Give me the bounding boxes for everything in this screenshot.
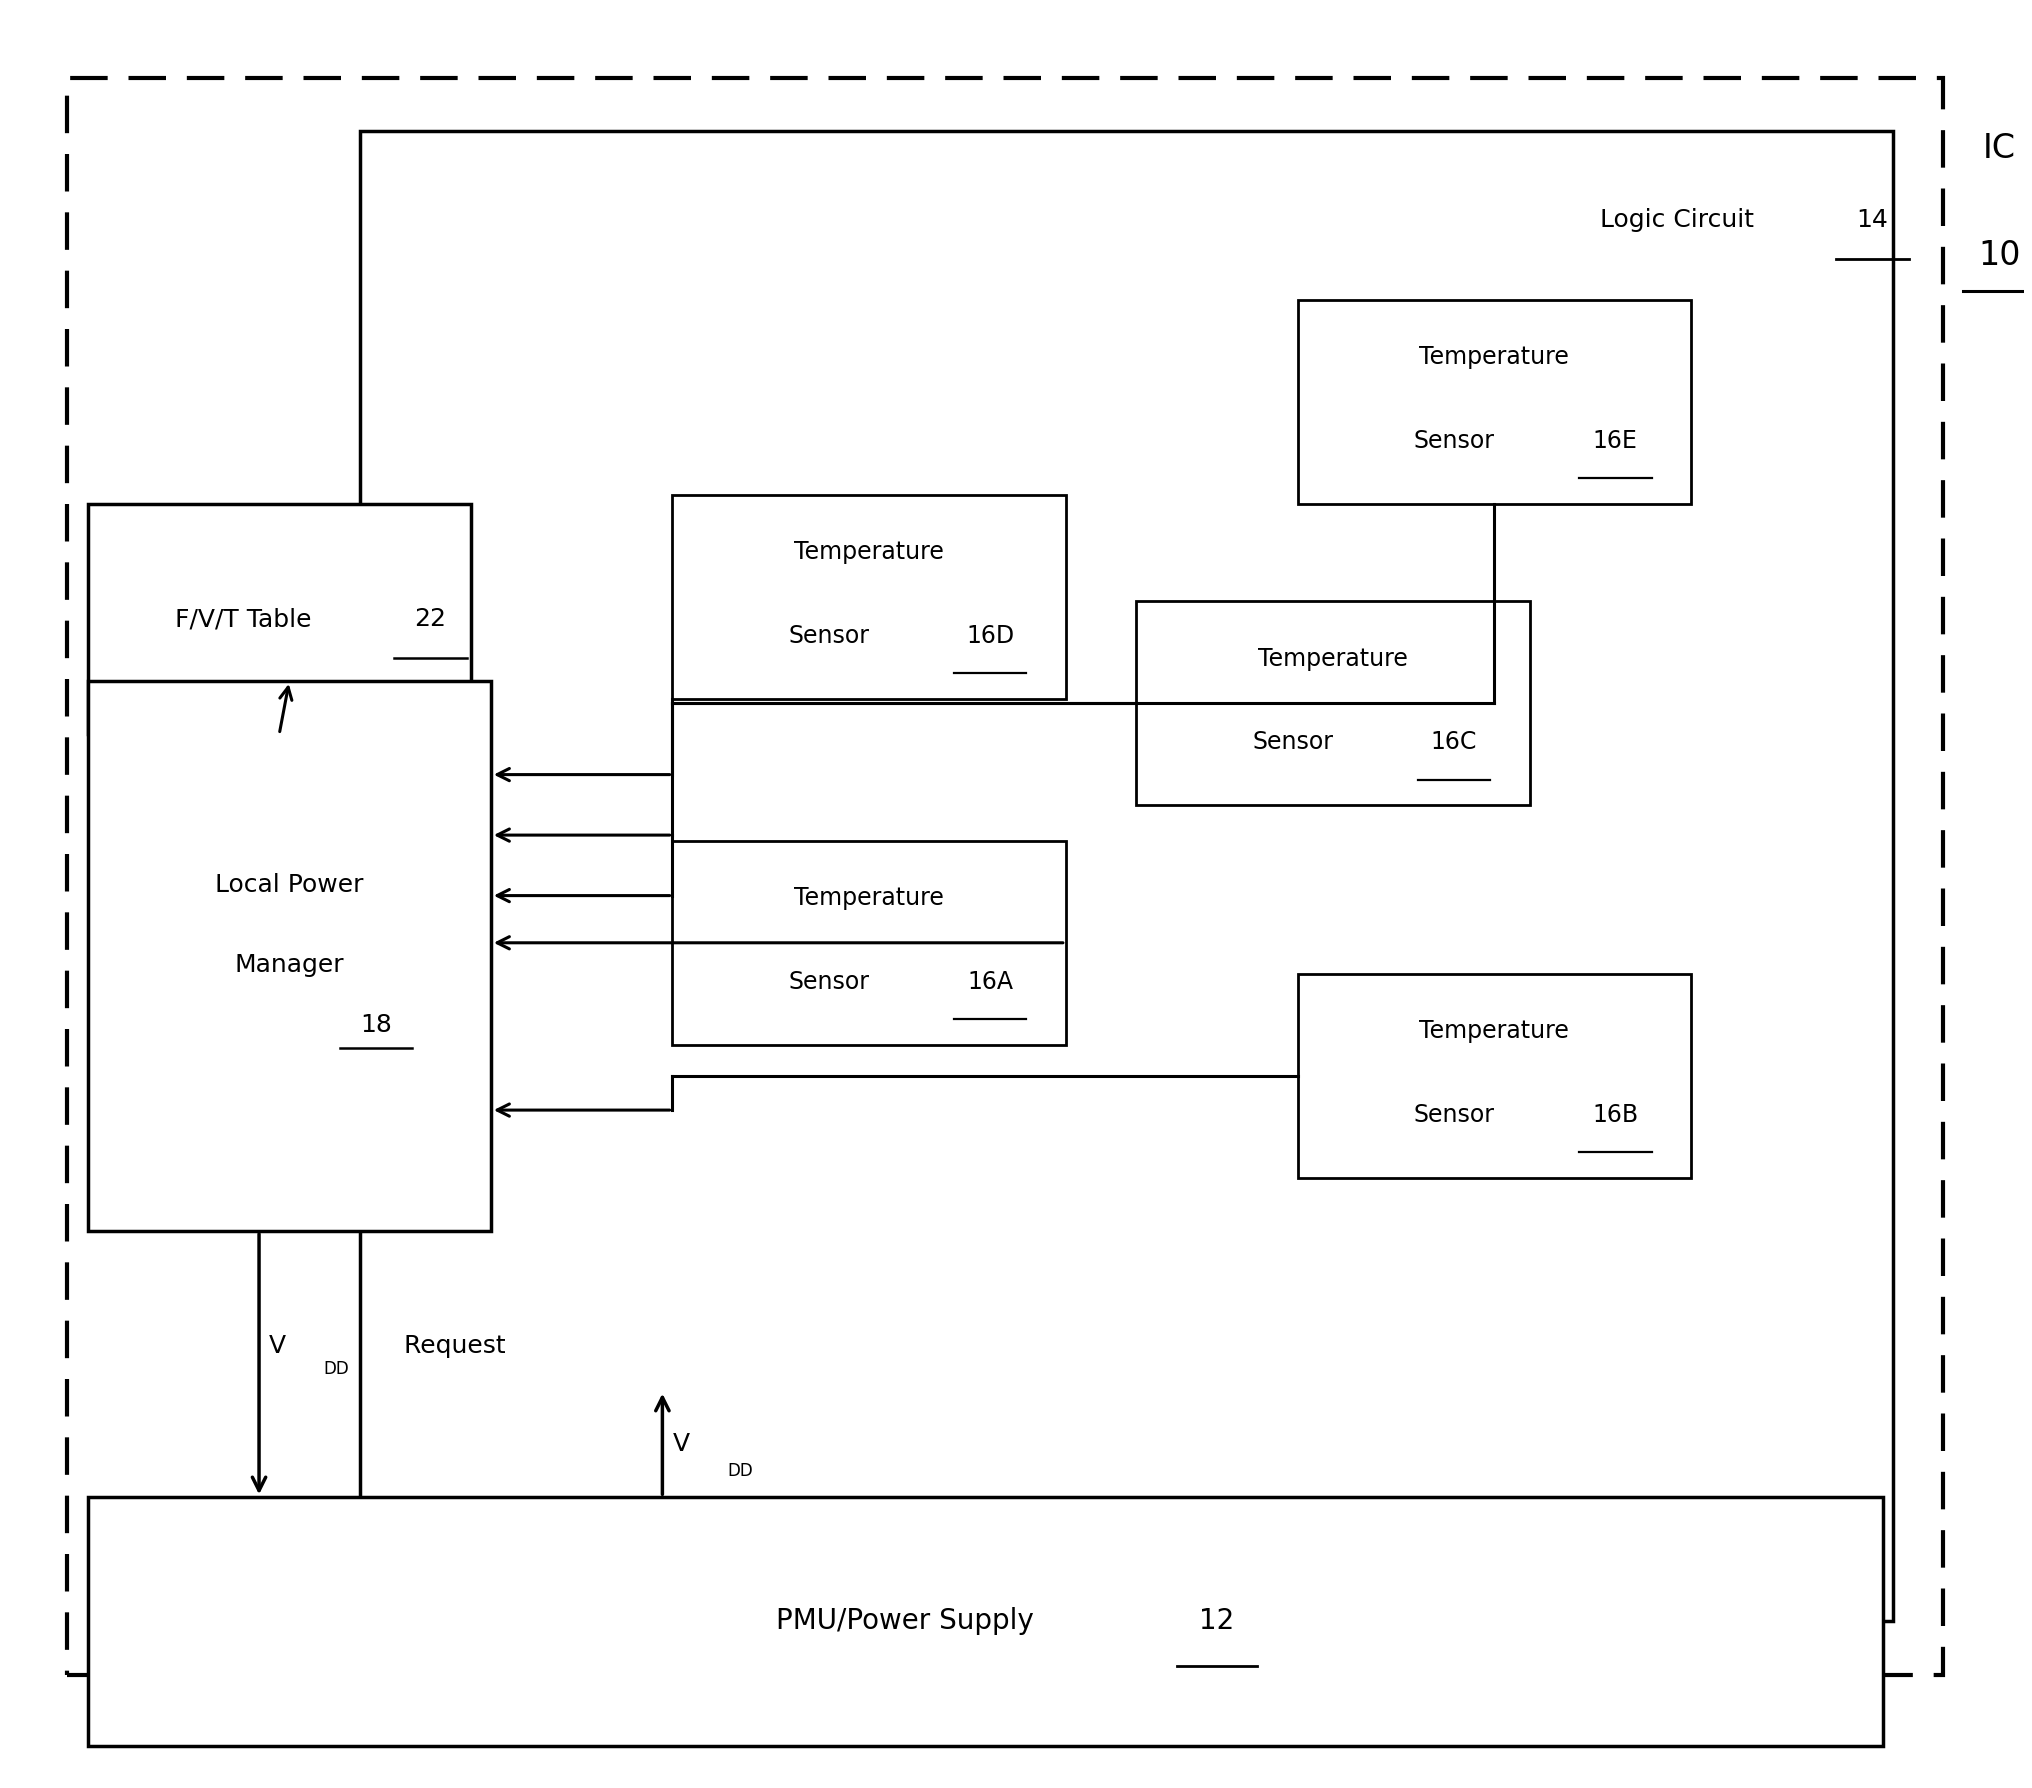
Text: Sensor: Sensor xyxy=(788,969,870,994)
Text: 14: 14 xyxy=(1855,207,1888,232)
Bar xyxy=(87,681,490,1232)
Text: Sensor: Sensor xyxy=(1252,730,1333,755)
Text: Temperature: Temperature xyxy=(795,540,943,565)
Text: Sensor: Sensor xyxy=(1412,1103,1494,1126)
Text: 10: 10 xyxy=(1977,240,2020,272)
Text: DD: DD xyxy=(323,1361,350,1379)
Text: Sensor: Sensor xyxy=(1412,429,1494,452)
Text: Temperature: Temperature xyxy=(795,887,943,910)
Text: Local Power: Local Power xyxy=(215,873,364,898)
Text: F/V/T Table: F/V/T Table xyxy=(175,606,311,631)
Bar xyxy=(1296,974,1691,1178)
Text: 16C: 16C xyxy=(1431,730,1477,755)
Text: Manager: Manager xyxy=(234,953,343,976)
Bar xyxy=(360,131,1892,1622)
Bar xyxy=(673,495,1065,699)
Text: DD: DD xyxy=(727,1461,752,1480)
Text: Logic Circuit: Logic Circuit xyxy=(1599,207,1760,232)
Text: 18: 18 xyxy=(360,1014,392,1037)
Text: V: V xyxy=(673,1432,689,1455)
Text: 16E: 16E xyxy=(1593,429,1638,452)
Text: Temperature: Temperature xyxy=(1418,345,1569,370)
Text: V: V xyxy=(268,1334,287,1359)
Text: 16B: 16B xyxy=(1591,1103,1638,1126)
Text: PMU/Power Supply: PMU/Power Supply xyxy=(774,1607,1032,1636)
Text: 16A: 16A xyxy=(967,969,1012,994)
Bar xyxy=(673,840,1065,1044)
Bar xyxy=(87,504,471,735)
Text: 22: 22 xyxy=(415,606,447,631)
Bar xyxy=(87,1497,1882,1745)
Text: Temperature: Temperature xyxy=(1418,1019,1569,1044)
Text: IC: IC xyxy=(1981,132,2016,164)
Text: 16D: 16D xyxy=(965,624,1014,647)
Text: Sensor: Sensor xyxy=(788,624,870,647)
Bar xyxy=(1136,601,1528,805)
Text: Request: Request xyxy=(396,1334,506,1359)
Text: 12: 12 xyxy=(1199,1607,1233,1636)
Text: Temperature: Temperature xyxy=(1258,647,1408,670)
Bar xyxy=(1296,300,1691,504)
